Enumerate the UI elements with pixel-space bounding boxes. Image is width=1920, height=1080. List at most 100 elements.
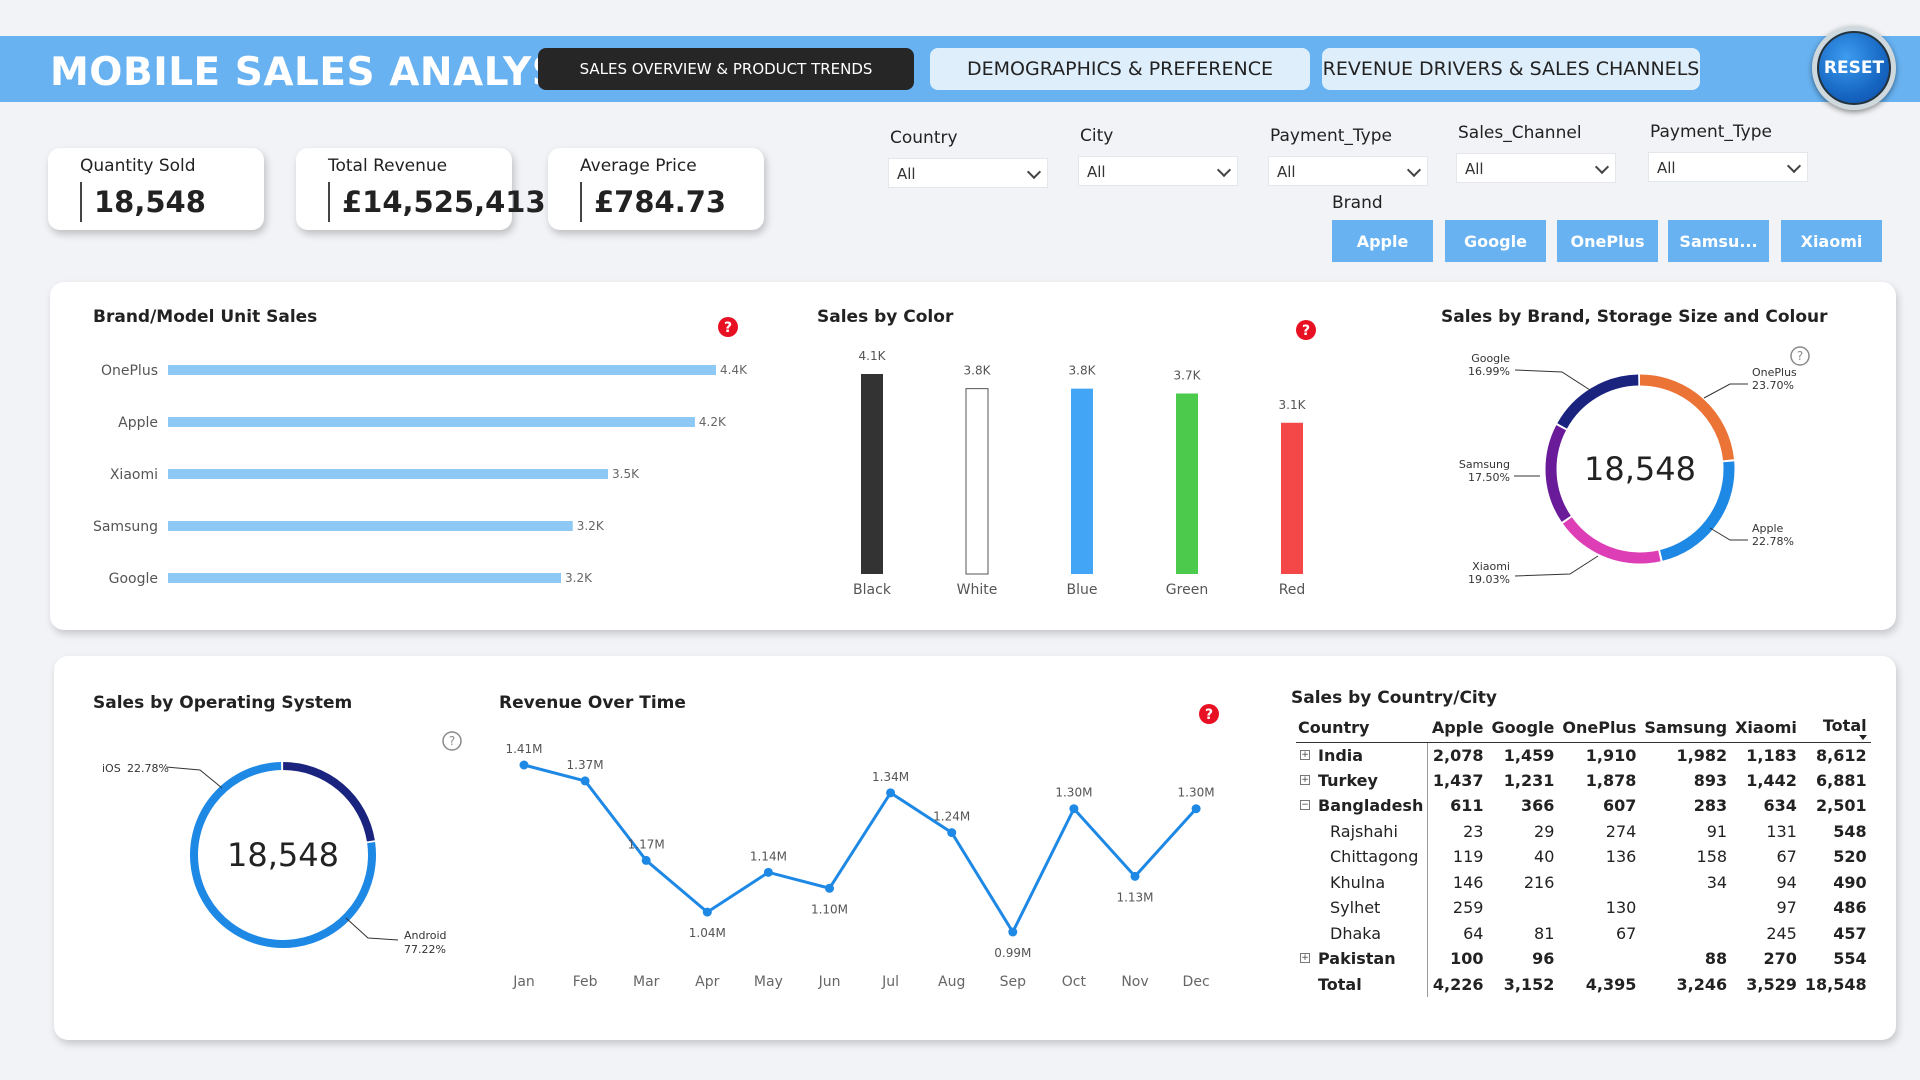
brand-button-samsung[interactable]: Samsu...	[1668, 220, 1769, 262]
filter-label-payment-type-2: Payment_Type	[1650, 122, 1772, 142]
row-label-cell: + India	[1296, 742, 1429, 768]
table-cell: 136	[1605, 847, 1637, 867]
brand-button-google[interactable]: Google	[1445, 220, 1546, 262]
row-label: Pakistan	[1318, 949, 1396, 969]
row-label: Dhaka	[1330, 923, 1382, 943]
table-cell	[1558, 946, 1640, 972]
table-cell: 634	[1763, 796, 1797, 816]
filter-label-country: Country	[890, 128, 958, 148]
total-cell: 4,226	[1432, 974, 1484, 994]
table-cell: 100	[1450, 949, 1484, 969]
kpi-card-quantity: Quantity Sold 18,548	[48, 148, 264, 230]
expand-icon[interactable]: +	[1300, 953, 1310, 963]
table-cell: 270	[1763, 949, 1797, 969]
kpi-value: £784.73	[580, 182, 726, 222]
city-select[interactable]: All	[1078, 156, 1238, 186]
payment-type-select[interactable]: All	[1268, 156, 1428, 186]
column-header-google[interactable]: Google	[1487, 714, 1559, 743]
table-cell: 131	[1766, 821, 1797, 841]
table-cell: 67	[1615, 923, 1637, 943]
row-label-cell: − Bangladesh	[1296, 793, 1429, 819]
table-total-row: Total 4,226 3,152 4,395 3,246 3,529 18,548	[1296, 971, 1871, 997]
table-cell: 548	[1833, 821, 1867, 841]
total-cell: 3,246	[1676, 974, 1728, 994]
reset-button[interactable]: RESET	[1812, 26, 1896, 110]
row-label: Bangladesh	[1318, 796, 1424, 816]
filter-label-brand: Brand	[1332, 193, 1383, 213]
table-cell: 23	[1463, 821, 1484, 841]
brand-donut-title: Sales by Brand, Storage Size and Colour	[1441, 307, 1828, 327]
table-cell: 64	[1463, 923, 1484, 943]
tab-sales-overview[interactable]: SALES OVERVIEW & PRODUCT TRENDS	[538, 48, 914, 90]
brand-button-apple[interactable]: Apple	[1332, 220, 1433, 262]
table-row-country: + India 2,078 1,459 1,910 1,982 1,183 8,612	[1296, 742, 1871, 768]
row-label-cell: Rajshahi	[1296, 818, 1429, 844]
kpi-value: £14,525,413	[328, 182, 546, 222]
table-cell: 520	[1833, 847, 1867, 867]
kpi-label: Total Revenue	[328, 156, 448, 176]
country-select[interactable]: All	[888, 158, 1048, 188]
kpi-label: Average Price	[580, 156, 697, 176]
table-cell: 259	[1452, 898, 1484, 918]
filter-label-sales-channel: Sales_Channel	[1458, 123, 1582, 143]
brand-button-oneplus[interactable]: OnePlus	[1557, 220, 1658, 262]
table-cell	[1640, 921, 1731, 947]
table-cell	[1487, 895, 1558, 921]
kpi-card-revenue: Total Revenue £14,525,413	[296, 148, 546, 230]
brand-button-xiaomi[interactable]: Xiaomi	[1781, 220, 1882, 262]
collapse-icon[interactable]: −	[1300, 800, 1310, 810]
row-label: Rajshahi	[1330, 821, 1398, 841]
column-header-samsung[interactable]: Samsung	[1640, 714, 1732, 743]
table-cell: 130	[1605, 898, 1637, 918]
revenue-chart-title: Revenue Over Time	[499, 693, 686, 713]
table-row-country: + Turkey 1,437 1,231 1,878 893 1,442 6,881	[1296, 767, 1871, 793]
color-chart-title: Sales by Color	[817, 307, 954, 327]
column-header-apple[interactable]: Apple	[1427, 714, 1488, 743]
table-cell: 893	[1693, 770, 1728, 790]
row-label: Sylhet	[1330, 898, 1381, 918]
total-cell: 3,529	[1746, 974, 1797, 994]
payment-type-2-select[interactable]: All	[1648, 152, 1808, 182]
table-cell: 2,501	[1816, 796, 1867, 816]
column-header-oneplus[interactable]: OnePlus	[1558, 714, 1641, 743]
total-cell: 18,548	[1804, 974, 1867, 994]
total-cell: 4,395	[1585, 974, 1637, 994]
sales-channel-select[interactable]: All	[1456, 153, 1616, 183]
table-cell: 91	[1706, 821, 1728, 841]
table-cell: 457	[1833, 923, 1867, 943]
table-cell: 1,910	[1585, 745, 1637, 765]
table-cell: 245	[1766, 923, 1797, 943]
tab-demographics[interactable]: DEMOGRAPHICS & PREFERENCE	[930, 48, 1310, 90]
table-cell: 366	[1520, 796, 1555, 816]
table-cell: 97	[1776, 898, 1797, 918]
column-header-country[interactable]: Country	[1296, 714, 1428, 743]
kpi-label: Quantity Sold	[80, 156, 196, 176]
table-cell	[1640, 895, 1731, 921]
brand-model-chart-title: Brand/Model Unit Sales	[93, 307, 318, 327]
expand-icon[interactable]: +	[1300, 774, 1310, 785]
table-cell: 8,612	[1816, 745, 1867, 765]
table-cell: 611	[1450, 796, 1484, 816]
table-cell: 94	[1776, 872, 1797, 892]
row-label: India	[1318, 745, 1364, 765]
row-label-cell: Chittagong	[1296, 844, 1429, 870]
filter-label-payment-type: Payment_Type	[1270, 126, 1392, 146]
table-row-country: + Pakistan 100 96 88 270 554	[1296, 946, 1871, 972]
top-visuals-panel	[50, 282, 1896, 630]
table-cell: 1,183	[1746, 745, 1797, 765]
table-cell: 40	[1534, 847, 1555, 867]
kpi-value: 18,548	[80, 182, 206, 222]
chevron-down-icon	[1406, 162, 1422, 178]
select-value: All	[1087, 163, 1106, 181]
expand-icon[interactable]: +	[1300, 749, 1310, 760]
tab-revenue-drivers[interactable]: REVENUE DRIVERS & SALES CHANNELS	[1322, 48, 1700, 90]
table-cell: 1,437	[1432, 770, 1484, 790]
row-label-cell: Dhaka	[1296, 920, 1429, 946]
column-header-total[interactable]: Total	[1800, 714, 1871, 743]
total-cell: 3,152	[1503, 974, 1555, 994]
column-header-xiaomi[interactable]: Xiaomi	[1731, 714, 1801, 743]
table-cell: 119	[1452, 847, 1484, 867]
table-cell: 29	[1534, 821, 1555, 841]
app-title: MOBILE SALES ANALYSIS	[50, 50, 604, 95]
table-header-row: Country Apple Google OnePlus Samsung Xiaomi To…	[1296, 714, 1871, 743]
